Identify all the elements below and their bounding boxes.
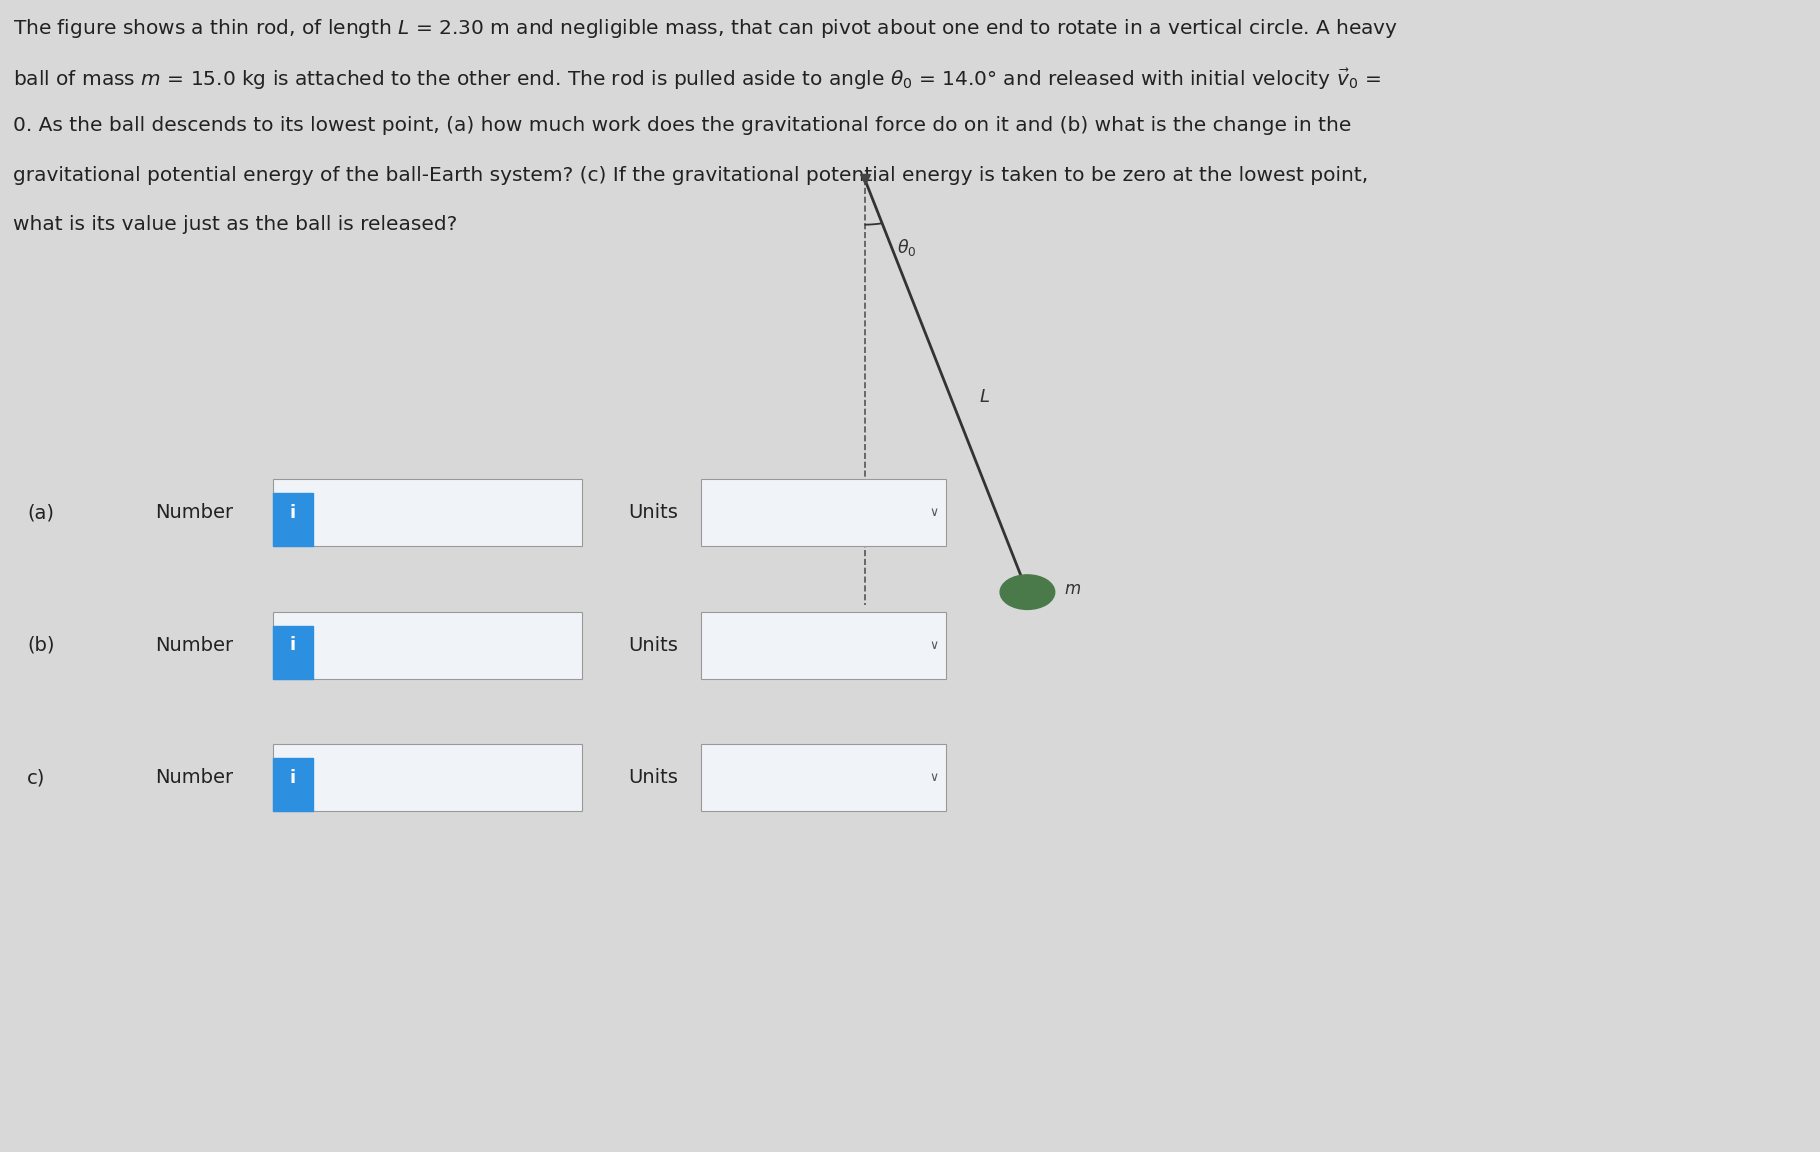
FancyBboxPatch shape: [273, 626, 313, 679]
Text: Number: Number: [155, 503, 233, 522]
Text: $m$: $m$: [1065, 579, 1081, 598]
FancyBboxPatch shape: [701, 744, 946, 811]
Text: what is its value just as the ball is released?: what is its value just as the ball is re…: [13, 215, 457, 234]
Text: c): c): [27, 768, 46, 787]
FancyBboxPatch shape: [273, 479, 582, 546]
Text: 0. As the ball descends to its lowest point, (a) how much work does the gravitat: 0. As the ball descends to its lowest po…: [13, 116, 1350, 135]
Text: i: i: [289, 768, 297, 787]
Text: ∨: ∨: [928, 771, 939, 785]
FancyBboxPatch shape: [273, 493, 313, 546]
FancyBboxPatch shape: [273, 744, 582, 811]
Text: ball of mass $m$ = 15.0 kg is attached to the other end. The rod is pulled aside: ball of mass $m$ = 15.0 kg is attached t…: [13, 67, 1381, 92]
FancyBboxPatch shape: [701, 612, 946, 679]
Text: gravitational potential energy of the ball-Earth system? (c) If the gravitationa: gravitational potential energy of the ba…: [13, 166, 1369, 184]
Text: $v_0$: $v_0$: [861, 662, 879, 679]
Text: $\theta_0$: $\theta_0$: [897, 237, 917, 258]
Text: Number: Number: [155, 768, 233, 787]
Circle shape: [1001, 575, 1056, 609]
Text: Number: Number: [155, 636, 233, 654]
Text: Units: Units: [628, 503, 677, 522]
Text: The figure shows a thin rod, of length $L$ = 2.30 m and negligible mass, that ca: The figure shows a thin rod, of length $…: [13, 17, 1398, 40]
Text: i: i: [289, 503, 297, 522]
Text: i: i: [289, 636, 297, 654]
Text: $L$: $L$: [979, 388, 990, 406]
Text: (b): (b): [27, 636, 55, 654]
FancyBboxPatch shape: [273, 612, 582, 679]
FancyBboxPatch shape: [701, 479, 946, 546]
Text: (a): (a): [27, 503, 55, 522]
Text: ∨: ∨: [928, 506, 939, 520]
Text: Units: Units: [628, 636, 677, 654]
FancyBboxPatch shape: [273, 758, 313, 811]
Text: Units: Units: [628, 768, 677, 787]
Text: ∨: ∨: [928, 638, 939, 652]
